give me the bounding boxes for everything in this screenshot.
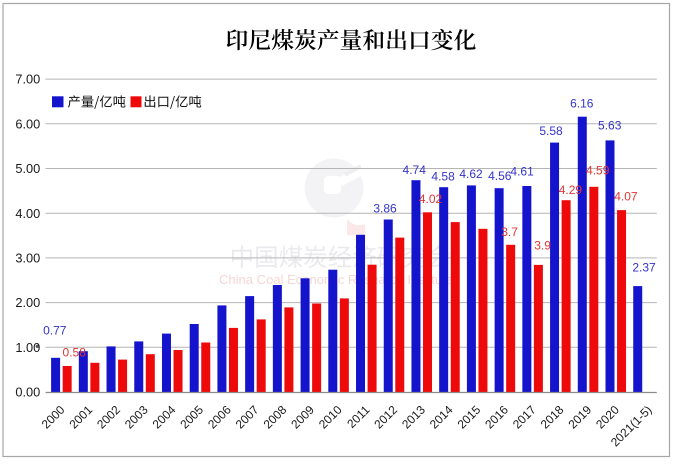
svg-text:3.86: 3.86	[373, 202, 397, 216]
svg-text:5.63: 5.63	[598, 119, 622, 133]
svg-text:4.62: 4.62	[459, 167, 483, 181]
svg-text:4.07: 4.07	[614, 190, 638, 204]
svg-text:4.56: 4.56	[488, 169, 512, 183]
svg-text:3.9: 3.9	[534, 239, 551, 253]
svg-text:3.00: 3.00	[15, 251, 40, 266]
svg-text:3.7: 3.7	[501, 225, 518, 239]
svg-text:4.58: 4.58	[431, 170, 455, 184]
svg-text:4.02: 4.02	[419, 192, 443, 206]
svg-text:5.58: 5.58	[539, 124, 563, 138]
svg-text:6.16: 6.16	[570, 96, 594, 110]
svg-text:0.00: 0.00	[15, 385, 40, 400]
svg-text:0.77: 0.77	[43, 324, 67, 338]
svg-text:1.00: 1.00	[15, 340, 40, 355]
svg-text:4.00: 4.00	[15, 206, 40, 221]
svg-text:4.59: 4.59	[586, 163, 610, 177]
svg-text:4.29: 4.29	[559, 183, 583, 197]
svg-text:2.37: 2.37	[632, 261, 656, 275]
svg-text:6.00: 6.00	[15, 116, 40, 131]
svg-text:7.00: 7.00	[15, 72, 40, 87]
svg-text:5.00: 5.00	[15, 161, 40, 176]
svg-text:4.61: 4.61	[510, 165, 534, 179]
svg-text:4.74: 4.74	[403, 163, 427, 177]
svg-text:2.00: 2.00	[15, 295, 40, 310]
svg-text:0.58: 0.58	[63, 346, 87, 360]
